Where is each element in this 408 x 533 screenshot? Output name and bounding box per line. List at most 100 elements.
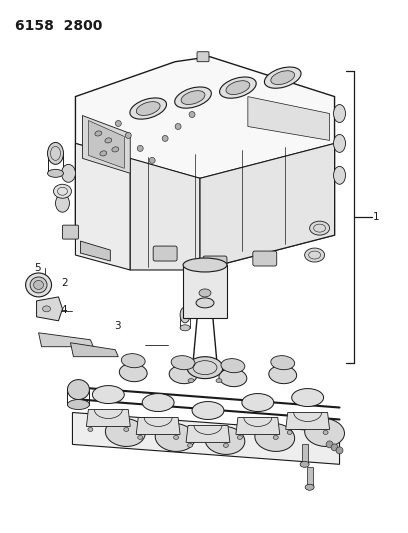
Ellipse shape	[199, 289, 211, 297]
Ellipse shape	[188, 443, 193, 447]
Ellipse shape	[216, 378, 222, 383]
Ellipse shape	[121, 354, 145, 368]
Ellipse shape	[130, 98, 166, 119]
Polygon shape	[186, 425, 230, 442]
Ellipse shape	[287, 431, 292, 434]
Ellipse shape	[180, 325, 190, 331]
FancyBboxPatch shape	[253, 251, 277, 266]
Circle shape	[137, 146, 143, 151]
Circle shape	[326, 441, 333, 448]
Ellipse shape	[220, 77, 256, 98]
Circle shape	[162, 135, 168, 141]
FancyBboxPatch shape	[197, 52, 209, 62]
Circle shape	[336, 447, 343, 454]
Ellipse shape	[105, 138, 112, 143]
Polygon shape	[89, 120, 124, 168]
Ellipse shape	[226, 80, 250, 94]
Ellipse shape	[219, 369, 247, 386]
Ellipse shape	[173, 435, 179, 439]
Ellipse shape	[48, 169, 64, 177]
Ellipse shape	[192, 401, 224, 419]
Ellipse shape	[271, 71, 295, 85]
Polygon shape	[39, 333, 93, 347]
Ellipse shape	[136, 102, 160, 116]
Polygon shape	[75, 56, 335, 270]
Text: 3: 3	[114, 321, 120, 331]
Ellipse shape	[175, 87, 211, 108]
Circle shape	[115, 120, 121, 126]
Ellipse shape	[55, 194, 69, 212]
Polygon shape	[236, 417, 280, 434]
Text: 5: 5	[34, 263, 41, 272]
Ellipse shape	[67, 379, 89, 400]
Polygon shape	[37, 297, 62, 321]
Ellipse shape	[264, 67, 301, 88]
Ellipse shape	[305, 484, 314, 490]
Ellipse shape	[224, 443, 228, 447]
Polygon shape	[307, 467, 313, 487]
Ellipse shape	[183, 258, 227, 272]
Ellipse shape	[273, 435, 278, 439]
FancyBboxPatch shape	[153, 246, 177, 261]
Ellipse shape	[33, 280, 44, 289]
Ellipse shape	[53, 184, 71, 198]
Ellipse shape	[334, 134, 346, 152]
Ellipse shape	[242, 393, 274, 411]
Ellipse shape	[271, 356, 295, 370]
Ellipse shape	[196, 298, 214, 308]
Ellipse shape	[305, 248, 325, 262]
Ellipse shape	[42, 306, 51, 312]
FancyBboxPatch shape	[62, 225, 78, 239]
Polygon shape	[86, 409, 130, 426]
Text: 2: 2	[61, 279, 67, 288]
Ellipse shape	[112, 147, 119, 152]
Ellipse shape	[269, 366, 297, 384]
Text: 6158  2800: 6158 2800	[15, 20, 102, 34]
Text: 1: 1	[373, 212, 379, 222]
Ellipse shape	[67, 400, 89, 409]
Ellipse shape	[92, 385, 124, 403]
Ellipse shape	[169, 366, 197, 384]
Ellipse shape	[100, 151, 107, 156]
Ellipse shape	[255, 423, 295, 451]
Polygon shape	[183, 265, 227, 318]
Ellipse shape	[62, 164, 75, 182]
Polygon shape	[200, 143, 335, 270]
Text: 4: 4	[61, 305, 67, 315]
Ellipse shape	[180, 307, 190, 323]
Ellipse shape	[88, 427, 93, 431]
Ellipse shape	[188, 378, 194, 383]
Polygon shape	[302, 445, 308, 464]
Ellipse shape	[138, 435, 143, 439]
Ellipse shape	[323, 431, 328, 434]
Ellipse shape	[300, 462, 309, 467]
Circle shape	[175, 124, 181, 130]
Ellipse shape	[26, 273, 51, 297]
Ellipse shape	[237, 435, 242, 439]
Polygon shape	[136, 417, 180, 434]
Ellipse shape	[334, 104, 346, 123]
Polygon shape	[73, 413, 339, 464]
Ellipse shape	[95, 131, 102, 136]
Ellipse shape	[305, 418, 344, 447]
Ellipse shape	[171, 356, 195, 370]
Ellipse shape	[181, 91, 205, 104]
Ellipse shape	[155, 423, 195, 451]
Ellipse shape	[187, 357, 223, 378]
Circle shape	[331, 444, 338, 451]
Ellipse shape	[30, 277, 47, 293]
FancyBboxPatch shape	[203, 256, 227, 271]
Polygon shape	[71, 343, 118, 357]
Polygon shape	[80, 241, 110, 261]
Ellipse shape	[310, 221, 330, 235]
Ellipse shape	[292, 389, 324, 407]
Ellipse shape	[221, 359, 245, 373]
Ellipse shape	[205, 426, 245, 455]
Ellipse shape	[48, 142, 64, 164]
Ellipse shape	[142, 393, 174, 411]
Polygon shape	[286, 413, 330, 430]
Ellipse shape	[124, 427, 129, 431]
Polygon shape	[248, 96, 330, 140]
Polygon shape	[82, 116, 130, 173]
Polygon shape	[130, 158, 200, 270]
